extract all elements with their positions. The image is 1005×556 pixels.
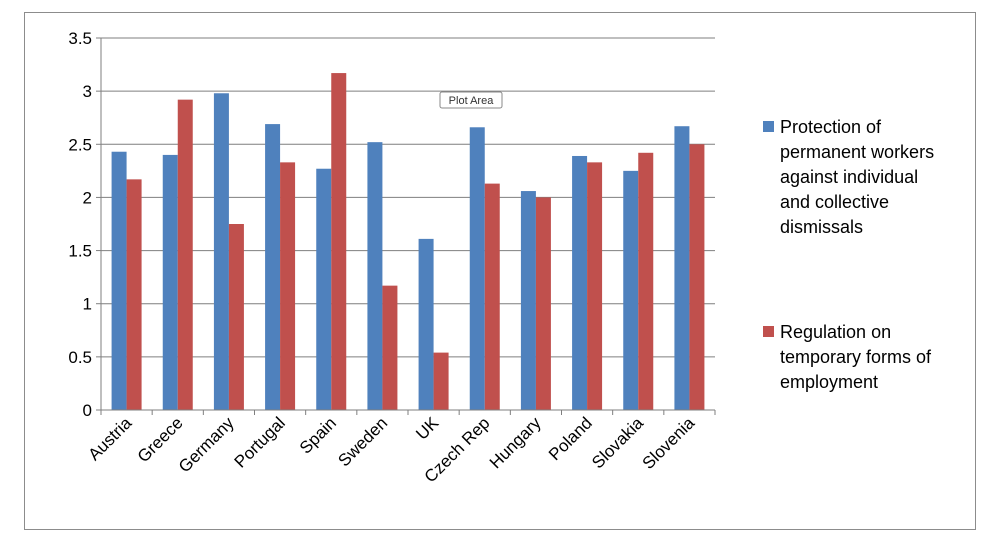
x-tick-label: Poland: [545, 413, 596, 464]
bar-protection: [162, 154, 178, 410]
bar-protection: [316, 168, 332, 410]
bar-protection: [572, 155, 588, 410]
y-tick-label: 3: [83, 82, 92, 101]
bar-protection: [520, 191, 536, 410]
legend-label: employment: [780, 372, 878, 392]
bar-regulation: [228, 224, 244, 410]
bar-protection: [265, 124, 281, 410]
y-tick-label: 3.5: [68, 29, 92, 48]
bar-protection: [623, 170, 639, 410]
y-tick-label: 0: [83, 401, 92, 420]
bar-regulation: [587, 162, 603, 410]
legend-label: Regulation on: [780, 322, 891, 342]
legend-label: temporary forms of: [780, 347, 932, 367]
bar-protection: [367, 142, 383, 410]
legend-label: dismissals: [780, 217, 863, 237]
y-tick-label: 2.5: [68, 135, 92, 154]
legend-swatch: [763, 121, 774, 132]
bar-protection: [469, 127, 485, 410]
chart-area: 0 0.5 1 1.5 2 2.5 3 3.5 Austria Greece Germany Port…: [24, 12, 976, 530]
bar-regulation: [177, 99, 193, 410]
bar-regulation: [535, 197, 551, 410]
bar-regulation: [689, 144, 705, 411]
tooltip-text: Plot Area: [449, 95, 495, 107]
legend-label: Protection of: [780, 117, 882, 137]
tooltip-box: [439, 91, 503, 109]
bar-protection: [674, 126, 690, 411]
x-tick-label: UK: [412, 413, 443, 444]
gridlines: [101, 37, 715, 358]
y-tick-label: 1.5: [68, 242, 92, 261]
bar-regulation: [484, 183, 500, 410]
y-tick-label: 2: [83, 188, 92, 207]
legend-label: permanent workers: [780, 142, 934, 162]
legend: Protection of permanent workers against in…: [763, 117, 934, 392]
legend-label: and collective: [780, 192, 889, 212]
y-tick-label: 1: [83, 295, 92, 314]
bar-protection: [418, 238, 434, 410]
x-tick-label: Hungary: [486, 413, 545, 472]
axes: [96, 37, 716, 415]
x-tick-label: Portugal: [231, 413, 289, 471]
plot-area-tooltip: Plot Area: [439, 91, 503, 109]
x-tick-label: Austria: [85, 413, 136, 464]
bar-regulation: [280, 162, 296, 410]
x-tick-label: Slovenia: [639, 413, 699, 473]
bar-regulation: [433, 352, 449, 410]
x-tick-label: Germany: [175, 413, 238, 476]
x-tick-label: Sweden: [334, 413, 391, 470]
y-tick-label: 0.5: [68, 348, 92, 367]
x-tick-label: Slovakia: [588, 413, 647, 472]
bar-regulation: [638, 152, 654, 410]
legend-label: against individual: [780, 167, 918, 187]
bar-regulation: [382, 285, 398, 410]
bar-regulation: [126, 179, 142, 410]
bar-chart: 00.511.522.533.5AustriaGreeceGermanyPort…: [68, 29, 934, 486]
bars: [111, 73, 705, 411]
bar-protection: [213, 93, 229, 411]
x-tick-label: Spain: [296, 413, 340, 457]
bar-protection: [111, 151, 127, 410]
legend-swatch: [763, 326, 774, 337]
bar-regulation: [331, 73, 347, 411]
